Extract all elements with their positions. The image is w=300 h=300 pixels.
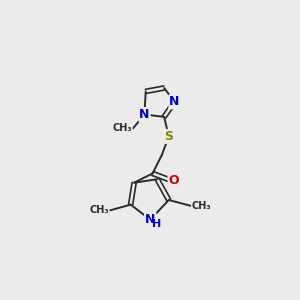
Text: CH₃: CH₃ xyxy=(192,201,212,211)
Text: N: N xyxy=(139,108,150,121)
Text: S: S xyxy=(164,130,173,143)
Text: CH₃: CH₃ xyxy=(89,206,109,215)
Text: N: N xyxy=(145,213,155,226)
Text: O: O xyxy=(169,174,179,187)
Text: CH₃: CH₃ xyxy=(112,123,132,134)
Text: H: H xyxy=(152,219,161,229)
Text: N: N xyxy=(169,95,180,108)
